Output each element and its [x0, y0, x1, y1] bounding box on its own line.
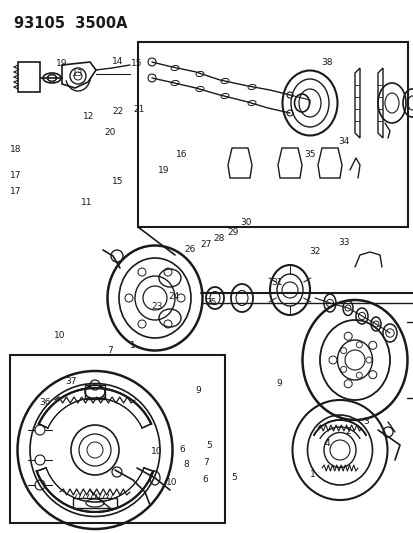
Text: 4: 4 — [323, 439, 329, 448]
Text: 20: 20 — [104, 128, 115, 136]
Text: 21: 21 — [133, 105, 144, 114]
Text: 22: 22 — [112, 108, 123, 116]
Text: 13: 13 — [72, 69, 83, 78]
Text: 6: 6 — [179, 445, 185, 454]
Text: 18: 18 — [10, 145, 21, 154]
Text: 32: 32 — [308, 247, 320, 256]
Text: 36: 36 — [39, 398, 50, 407]
Text: 31: 31 — [271, 278, 282, 287]
Text: 28: 28 — [213, 235, 225, 243]
Text: 33: 33 — [337, 238, 349, 247]
Text: 9: 9 — [276, 379, 282, 388]
Text: 27: 27 — [199, 240, 211, 248]
Text: 19: 19 — [157, 166, 169, 175]
Bar — [138, 42, 407, 227]
Text: 19: 19 — [55, 60, 67, 68]
Text: 25: 25 — [205, 298, 216, 306]
Text: 1: 1 — [309, 470, 315, 479]
Text: 3: 3 — [363, 417, 368, 425]
Text: 16: 16 — [176, 150, 188, 159]
Text: 15: 15 — [131, 60, 142, 68]
Text: 10: 10 — [166, 478, 177, 487]
Text: 7: 7 — [107, 346, 112, 355]
Text: 5: 5 — [206, 441, 211, 450]
Text: 26: 26 — [184, 245, 196, 254]
Text: 23: 23 — [151, 302, 163, 311]
Text: 24: 24 — [168, 292, 179, 301]
Text: 5: 5 — [230, 473, 236, 481]
Text: 34: 34 — [337, 137, 349, 146]
Text: 17: 17 — [10, 172, 21, 180]
Bar — [73, 498, 117, 508]
Text: 10: 10 — [150, 448, 162, 456]
Text: 10: 10 — [54, 332, 66, 340]
Bar — [18, 62, 40, 92]
Text: 14: 14 — [112, 57, 123, 66]
Text: 11: 11 — [81, 198, 93, 207]
Bar — [85, 385, 105, 399]
Text: 93105  3500A: 93105 3500A — [14, 16, 127, 31]
Bar — [10, 355, 224, 523]
Text: 9: 9 — [195, 386, 201, 395]
Text: 29: 29 — [226, 228, 238, 237]
Text: 12: 12 — [83, 112, 95, 120]
Text: 30: 30 — [240, 219, 252, 227]
Text: 37: 37 — [65, 377, 77, 385]
Text: 7: 7 — [203, 458, 209, 467]
Text: 15: 15 — [112, 177, 123, 185]
Text: 8: 8 — [183, 461, 189, 469]
Text: 6: 6 — [202, 475, 207, 484]
Text: 35: 35 — [304, 150, 316, 159]
Text: 38: 38 — [320, 59, 332, 67]
Text: 2: 2 — [344, 427, 350, 436]
Text: 1: 1 — [129, 341, 135, 350]
Text: 17: 17 — [10, 188, 21, 196]
